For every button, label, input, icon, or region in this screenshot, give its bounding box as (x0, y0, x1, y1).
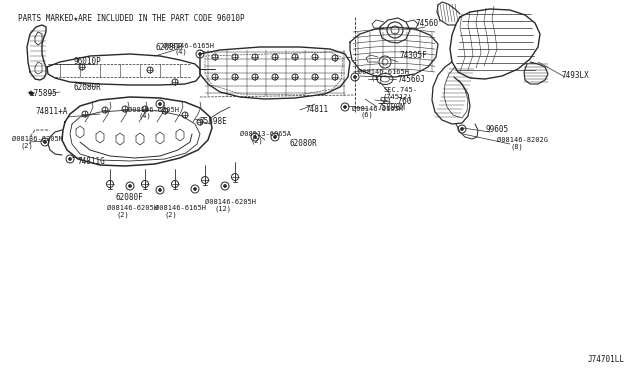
Text: 74560J: 74560J (397, 74, 425, 83)
Text: (2): (2) (165, 212, 178, 218)
Text: (8): (8) (510, 144, 523, 150)
Circle shape (223, 185, 227, 187)
Text: Ø08146-6165H: Ø08146-6165H (358, 69, 409, 75)
Text: (4): (4) (175, 49, 188, 55)
Circle shape (198, 52, 202, 55)
Text: 74811G: 74811G (77, 157, 105, 167)
Text: 62080F: 62080F (115, 193, 143, 202)
Circle shape (159, 103, 161, 106)
Text: Ø08146-8202G: Ø08146-8202G (497, 137, 548, 143)
Text: Ø08136-8205M: Ø08136-8205M (12, 136, 63, 142)
Text: Ø08146-6165H: Ø08146-6165H (155, 205, 206, 211)
Text: ★: ★ (27, 90, 33, 96)
Text: 62080R: 62080R (290, 140, 317, 148)
Circle shape (461, 128, 463, 131)
Text: Ø08146-6205H: Ø08146-6205H (107, 205, 158, 211)
Text: Ø08146-6205H: Ø08146-6205H (128, 107, 179, 113)
Circle shape (159, 189, 161, 192)
Text: J74701LL: J74701LL (588, 355, 625, 364)
Circle shape (68, 157, 72, 160)
Text: Ø08913-6065A: Ø08913-6065A (240, 131, 291, 137)
Circle shape (253, 135, 257, 138)
Text: 74811+A: 74811+A (35, 108, 67, 116)
Text: 99605: 99605 (485, 125, 508, 134)
Text: Ø08146-6165H: Ø08146-6165H (352, 106, 403, 112)
Circle shape (44, 141, 47, 144)
Text: 74560: 74560 (415, 19, 438, 29)
Text: 74305F: 74305F (400, 51, 428, 61)
Text: SEC.760: SEC.760 (380, 97, 412, 106)
Text: ≥75895: ≥75895 (30, 90, 58, 99)
Text: (6): (6) (360, 112, 372, 118)
Text: 62080R: 62080R (155, 42, 183, 51)
Text: (4): (4) (138, 113, 151, 119)
Text: 75898M: 75898M (377, 103, 404, 112)
Text: Ø08146-6165H: Ø08146-6165H (163, 43, 214, 49)
Text: PARTS MARKED★ARE INCLUDED IN THE PART CODE 96010P: PARTS MARKED★ARE INCLUDED IN THE PART CO… (18, 14, 244, 23)
Circle shape (353, 76, 356, 78)
Text: (12): (12) (215, 206, 232, 212)
Text: 7493LX: 7493LX (562, 71, 589, 80)
Text: 74811: 74811 (305, 106, 328, 115)
Text: (2): (2) (250, 138, 263, 144)
Circle shape (344, 106, 346, 109)
Text: SEC.745-: SEC.745- (383, 87, 417, 93)
Text: ★: ★ (27, 89, 35, 97)
Text: (1): (1) (370, 75, 383, 81)
Text: 75898E: 75898E (200, 118, 228, 126)
Circle shape (129, 185, 131, 187)
Circle shape (273, 135, 276, 138)
Text: Ø08146-6205H: Ø08146-6205H (205, 199, 256, 205)
Text: (2): (2) (20, 143, 33, 149)
Text: 62080R: 62080R (73, 83, 100, 92)
Text: (2): (2) (117, 212, 130, 218)
Text: 96010P: 96010P (73, 58, 100, 67)
Circle shape (193, 187, 196, 190)
Text: (74512): (74512) (383, 94, 413, 100)
